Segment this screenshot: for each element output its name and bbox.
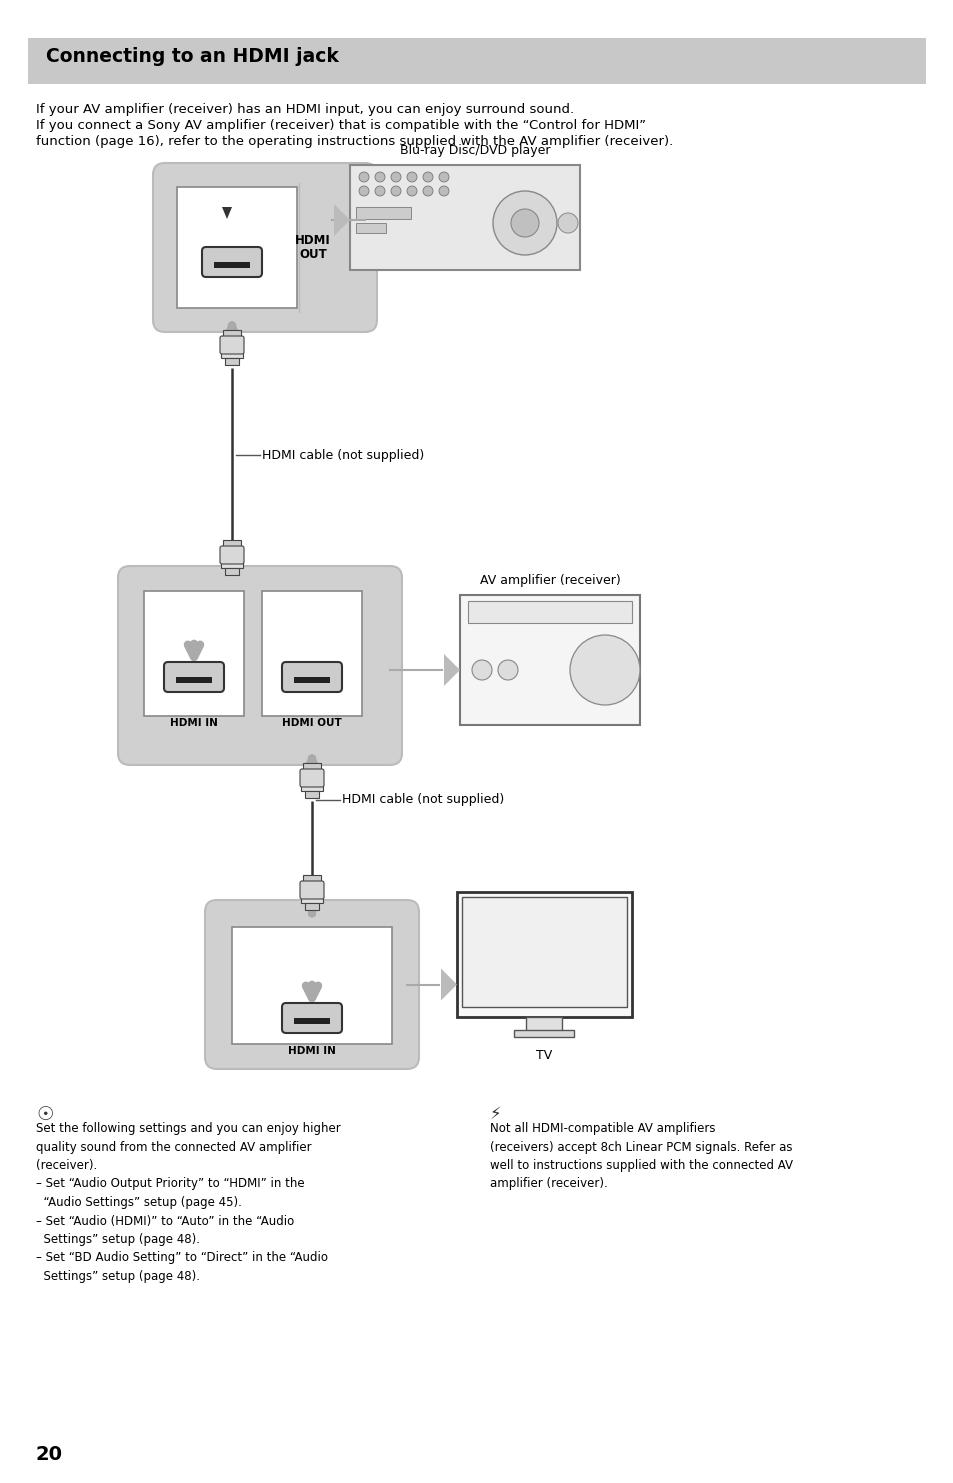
Circle shape [375,172,385,182]
Text: HDMI cable (not supplied): HDMI cable (not supplied) [262,448,424,461]
Polygon shape [222,208,232,219]
Circle shape [422,172,433,182]
Bar [213,262,250,268]
Bar [225,357,239,365]
Text: AV amplifier (receiver): AV amplifier (receiver) [479,574,619,587]
FancyBboxPatch shape [220,337,244,354]
Bar [301,882,323,903]
FancyBboxPatch shape [299,881,324,899]
Bar [459,595,639,725]
FancyBboxPatch shape [282,1003,341,1034]
Circle shape [493,191,557,255]
Text: HDMI IN: HDMI IN [288,1046,335,1056]
Bar [350,165,579,270]
Bar [514,1031,574,1037]
Text: Blu-ray Disc/DVD player: Blu-ray Disc/DVD player [399,144,550,157]
Bar [303,875,320,882]
Circle shape [569,635,639,704]
Bar [456,891,631,1017]
FancyBboxPatch shape [282,661,341,693]
FancyBboxPatch shape [118,567,401,765]
Bar [301,771,323,790]
Circle shape [558,214,578,233]
Polygon shape [334,205,350,236]
Bar [175,678,212,684]
Bar [221,549,243,568]
Bar [144,592,244,716]
Text: ☉: ☉ [36,1105,53,1124]
Circle shape [438,185,449,196]
Circle shape [511,209,538,237]
Bar [28,39,925,85]
Bar [303,762,320,771]
Text: HDMI
OUT: HDMI OUT [294,234,331,261]
Bar [294,1017,330,1023]
Bar [262,592,361,716]
Bar [232,927,392,1044]
Text: HDMI IN: HDMI IN [170,718,217,728]
Text: HDMI cable (not supplied): HDMI cable (not supplied) [341,793,504,807]
Bar [225,568,239,575]
Bar [177,187,296,308]
Circle shape [358,172,369,182]
Circle shape [391,185,400,196]
Circle shape [407,185,416,196]
Text: Set the following settings and you can enjoy higher
quality sound from the conne: Set the following settings and you can e… [36,1123,340,1283]
FancyBboxPatch shape [152,163,376,332]
Circle shape [438,172,449,182]
Bar [461,897,626,1007]
Text: If you connect a Sony AV amplifier (receiver) that is compatible with the “Contr: If you connect a Sony AV amplifier (rece… [36,119,645,132]
Polygon shape [440,968,456,1001]
FancyBboxPatch shape [220,546,244,564]
Circle shape [391,172,400,182]
FancyBboxPatch shape [164,661,224,693]
Bar [305,903,318,911]
FancyBboxPatch shape [202,248,262,277]
Bar [468,601,631,623]
FancyBboxPatch shape [205,900,418,1069]
Circle shape [358,185,369,196]
Bar [223,540,241,549]
Text: HDMI OUT: HDMI OUT [282,718,341,728]
Text: TV: TV [536,1048,552,1062]
Polygon shape [443,654,459,687]
Circle shape [375,185,385,196]
Bar [221,338,243,357]
Circle shape [422,185,433,196]
Text: If your AV amplifier (receiver) has an HDMI input, you can enjoy surround sound.: If your AV amplifier (receiver) has an H… [36,102,574,116]
Bar [294,678,330,684]
Text: function (page 16), refer to the operating instructions supplied with the AV amp: function (page 16), refer to the operati… [36,135,673,148]
Text: Not all HDMI-compatible AV amplifiers
(receivers) accept 8ch Linear PCM signals.: Not all HDMI-compatible AV amplifiers (r… [490,1123,792,1191]
Bar [355,208,411,219]
Bar [305,790,318,798]
Bar [355,222,386,233]
Circle shape [472,660,492,681]
Text: ⚡: ⚡ [490,1105,501,1123]
Bar [525,1017,561,1031]
FancyBboxPatch shape [299,770,324,787]
Bar [223,331,241,338]
Circle shape [407,172,416,182]
Text: Connecting to an HDMI jack: Connecting to an HDMI jack [46,47,338,67]
Circle shape [497,660,517,681]
Text: 20: 20 [36,1446,63,1465]
